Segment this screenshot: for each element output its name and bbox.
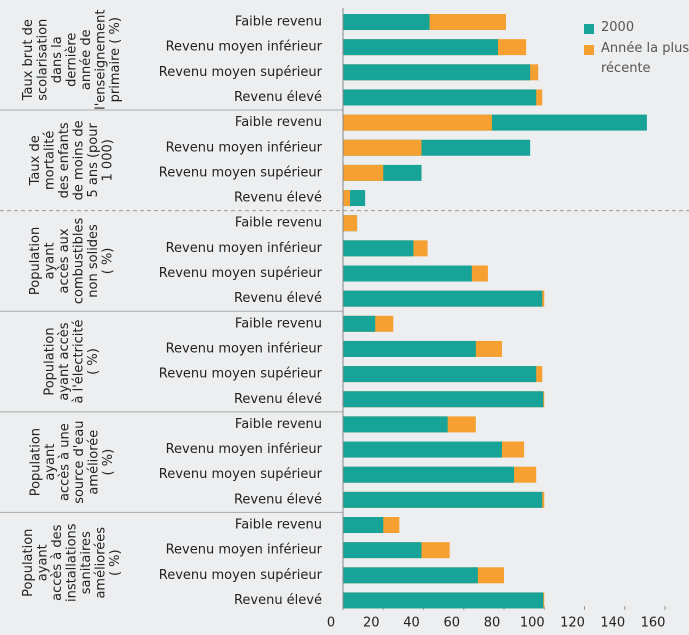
bar [343,391,544,408]
y-tick-label: Revenu moyen inférieur [166,140,323,155]
y-tick-label: Revenu moyen supérieur [159,266,323,281]
y-tick-label: Revenu élevé [234,593,322,608]
x-tick-label: 120 [560,616,585,631]
group-label: l'enseignement [94,10,109,110]
bar [343,491,543,508]
y-tick-label: Revenu moyen supérieur [159,165,323,180]
group-label: Taux brut de [21,19,36,101]
group-label: Population [43,327,58,395]
group-label: installations [65,523,80,602]
y-tick-label: Faible revenu [235,216,322,231]
group-label: Population [28,227,43,295]
group-label: source d'eau [72,420,87,503]
group-label: ( %) [108,549,123,576]
bar [343,64,531,81]
group-label: dans la [50,36,65,83]
y-tick-label: Revenu moyen supérieur [159,467,323,482]
bar [343,39,498,56]
bar [343,340,476,357]
group-label: Taux de [28,135,43,186]
bar [343,215,358,232]
legend-swatch [584,24,594,34]
y-tick-label: Revenu moyen inférieur [166,543,323,558]
bar [343,240,414,257]
x-tick-label: 60 [443,616,460,631]
bar [343,164,384,181]
y-tick-label: Revenu moyen supérieur [159,367,323,382]
y-tick-label: Revenu moyen inférieur [166,341,323,356]
x-tick-label: 140 [600,616,625,631]
bar [343,592,544,609]
legend-swatch [584,45,594,55]
group-label: 5 ans (pour [86,122,101,197]
group-label: année de [79,29,94,90]
group-label: améliorées [94,527,109,599]
group-label: primaire ( %) [108,17,123,102]
group-label: ( %) [86,348,101,375]
bar [343,290,543,307]
bar [343,14,430,30]
y-tick-label: Revenu élevé [234,291,322,306]
x-tick-label: 160 [641,616,666,631]
bar [343,89,537,106]
y-tick-label: Faible revenu [235,15,322,30]
group-label: ayant [36,544,51,581]
bar [343,139,422,156]
y-tick-label: Revenu moyen inférieur [166,442,323,457]
y-tick-label: Revenu moyen inférieur [166,241,323,256]
group-label: ayant accès [57,322,72,400]
group-label: accès à des [50,524,65,601]
x-tick-label: 0 [327,616,335,631]
bar [343,567,478,584]
group-label: ( %) [101,449,116,476]
bar [343,190,351,207]
group-label: accès à une [57,423,72,501]
bar [343,441,502,458]
group-label: accès aux [57,228,72,293]
group-label: ayant [43,242,58,279]
bar [343,466,515,483]
group-label: mortalité [43,131,58,190]
group-label: sanitaires [79,531,94,594]
group-label: à l'électricité [72,320,87,404]
x-tick-label: 20 [363,616,380,631]
group-label: des enfants [57,122,72,198]
x-tick-label: 40 [403,616,420,631]
y-tick-label: Faible revenu [235,417,322,432]
group-label: non solides [86,224,101,298]
y-tick-label: Revenu moyen supérieur [159,65,323,80]
x-tick-label: 100 [520,616,545,631]
group-label: Population [28,428,43,496]
group-label: ( %) [101,248,116,275]
y-tick-label: Revenu moyen inférieur [166,40,323,55]
bar [343,265,472,282]
group-label: de moins de [72,120,87,200]
group-label: combustibles [72,218,87,305]
y-tick-label: Revenu élevé [234,90,322,105]
y-tick-label: Revenu élevé [234,191,322,206]
bar [343,114,492,131]
group-label: ayant [43,444,58,481]
bar [343,517,384,533]
legend-label: Année la plus récente [601,41,689,76]
group-label: dernière [65,33,80,87]
y-tick-label: Faible revenu [235,518,322,533]
group-label: scolarisation [36,19,51,101]
group-label: 1 000) [101,139,116,181]
group-label: Population [21,529,36,597]
y-tick-label: Revenu moyen supérieur [159,568,323,583]
bar [343,366,537,383]
group-label: améliorée [86,430,101,495]
bar [343,416,448,433]
y-tick-label: Revenu élevé [234,392,322,407]
y-tick-label: Revenu élevé [234,492,322,507]
legend-label: 2000 [601,20,635,35]
bar [343,542,422,559]
x-tick-label: 80 [484,616,501,631]
bar [343,315,376,332]
y-tick-label: Faible revenu [235,115,322,130]
y-tick-label: Faible revenu [235,316,322,331]
